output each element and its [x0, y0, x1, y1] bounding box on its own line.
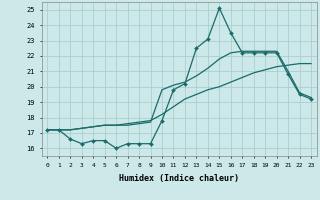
X-axis label: Humidex (Indice chaleur): Humidex (Indice chaleur)	[119, 174, 239, 183]
